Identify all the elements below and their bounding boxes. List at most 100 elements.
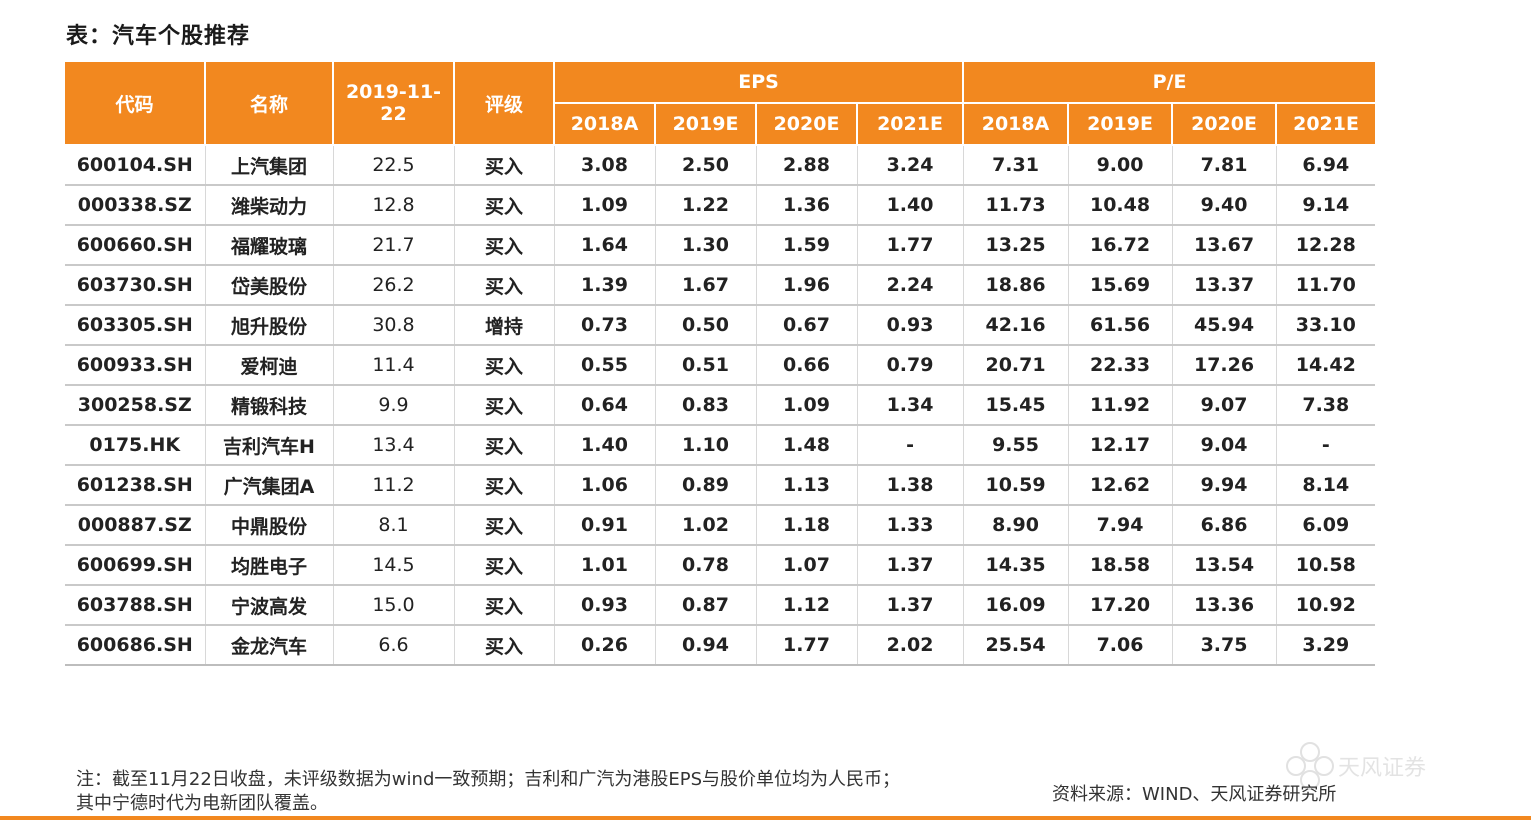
cell-rating: 买入 — [453, 465, 554, 506]
cell-eps: 1.36 — [755, 185, 857, 226]
cell-eps: 2.02 — [856, 625, 964, 666]
cell-price: 26.2 — [332, 265, 454, 306]
cell-pe: 3.75 — [1171, 625, 1277, 666]
cell-eps: - — [856, 425, 964, 466]
logo-text: 天风证券 — [1338, 756, 1427, 781]
cell-eps: 1.07 — [755, 545, 857, 586]
cell-eps: 1.59 — [755, 225, 857, 266]
cell-eps: 2.50 — [654, 145, 756, 186]
cell-code: 603730.SH — [65, 265, 205, 306]
cell-rating: 买入 — [453, 225, 554, 266]
cell-pe: 9.94 — [1171, 465, 1277, 506]
table-row: 0175.HK 吉利汽车H 13.4 买入 1.40 1.10 1.48-9.55 12.17… — [65, 425, 1376, 466]
cell-pe: 7.31 — [962, 145, 1069, 186]
cell-price: 14.5 — [332, 545, 454, 586]
cell-code: 600699.SH — [65, 545, 205, 586]
header-row-1: 代码 名称 2019-11-22 评级 EPS P/E — [65, 62, 1376, 146]
cell-rating: 增持 — [453, 305, 554, 346]
data-source: 资料来源：WIND、天风证券研究所 — [1052, 784, 1337, 805]
cell-eps: 1.40 — [553, 425, 655, 466]
cell-pe: 9.00 — [1067, 145, 1173, 186]
table-row: 000887.SZ 中鼎股份 8.1 买入 0.91 1.02 1.18 1.33 8.90 7.… — [65, 505, 1376, 546]
header-row-2: 2018A 2019E 2020E 2021E 2018A 2019E 2020… — [65, 103, 1376, 146]
cell-code: 600933.SH — [65, 345, 205, 386]
cell-pe: 13.54 — [1171, 545, 1277, 586]
cell-pe: 17.20 — [1067, 585, 1173, 626]
cell-rating: 买入 — [453, 425, 554, 466]
header-eps-year: 2021E — [855, 103, 964, 146]
table-row: 601238.SH 广汽集团A 11.2 买入 1.06 0.89 1.13 1.38 10.5… — [65, 465, 1376, 506]
cell-eps: 1.39 — [553, 265, 655, 306]
cell-pe: 3.29 — [1275, 625, 1376, 666]
cell-eps: 0.89 — [654, 465, 756, 506]
cell-pe: 33.10 — [1275, 305, 1376, 346]
cell-eps: 0.55 — [553, 345, 655, 386]
cell-rating: 买入 — [453, 625, 554, 666]
cell-rating: 买入 — [453, 145, 554, 186]
flower-logo-icon — [1286, 742, 1334, 790]
table-row: 600686.SH 金龙汽车 6.6 买入 0.26 0.94 1.77 2.02 25.54 7… — [65, 625, 1376, 666]
cell-pe: 9.55 — [962, 425, 1069, 466]
cell-eps: 2.24 — [856, 265, 964, 306]
cell-eps: 0.67 — [755, 305, 857, 346]
cell-pe: 22.33 — [1067, 345, 1173, 386]
cell-eps: 0.66 — [755, 345, 857, 386]
header-name: 名称 — [204, 62, 333, 146]
cell-eps: 0.26 — [553, 625, 655, 666]
cell-pe: 11.70 — [1275, 265, 1376, 306]
cell-pe: 6.09 — [1275, 505, 1376, 546]
cell-code: 000887.SZ — [65, 505, 205, 546]
cell-price: 8.1 — [332, 505, 454, 546]
cell-name: 潍柴动力 — [204, 185, 333, 226]
cell-pe: 10.48 — [1067, 185, 1173, 226]
cell-pe: 11.92 — [1067, 385, 1173, 426]
footnote-line-1: 注：截至11月22日收盘，未评级数据为wind一致预期；吉利和广汽为港股EPS与… — [76, 769, 901, 790]
cell-pe: 9.04 — [1171, 425, 1277, 466]
table-row: 603788.SH 宁波高发 15.0 买入 0.93 0.87 1.12 1.37 16.09… — [65, 585, 1376, 626]
cell-eps: 1.30 — [654, 225, 756, 266]
cell-pe: 10.59 — [962, 465, 1069, 506]
table-row: 603730.SH 岱美股份 26.2 买入 1.39 1.67 1.96 2.24 18.86… — [65, 265, 1376, 306]
cell-eps: 1.37 — [856, 545, 964, 586]
cell-price: 6.6 — [332, 625, 454, 666]
cell-name: 岱美股份 — [204, 265, 333, 306]
cell-pe: 13.37 — [1171, 265, 1277, 306]
stock-table-container: 代码 名称 2019-11-22 评级 EPS P/E 2018A 2019E … — [65, 62, 1376, 666]
cell-rating: 买入 — [453, 185, 554, 226]
cell-eps: 1.34 — [856, 385, 964, 426]
cell-eps: 1.01 — [553, 545, 655, 586]
cell-eps: 1.18 — [755, 505, 857, 546]
cell-eps: 0.64 — [553, 385, 655, 426]
table-row: 603305.SH 旭升股份 30.8 增持 0.73 0.50 0.67 0.93 42.16… — [65, 305, 1376, 346]
cell-eps: 1.12 — [755, 585, 857, 626]
cell-price: 21.7 — [332, 225, 454, 266]
header-rating: 评级 — [453, 62, 554, 146]
cell-pe: 12.62 — [1067, 465, 1173, 506]
cell-pe: 16.09 — [962, 585, 1069, 626]
cell-eps: 0.94 — [654, 625, 756, 666]
cell-pe: 7.94 — [1067, 505, 1173, 546]
stock-recommendation-table: 代码 名称 2019-11-22 评级 EPS P/E 2018A 2019E … — [65, 62, 1376, 666]
cell-price: 13.4 — [332, 425, 454, 466]
cell-rating: 买入 — [453, 385, 554, 426]
cell-code: 0175.HK — [65, 425, 205, 466]
cell-name: 宁波高发 — [204, 585, 333, 626]
cell-price: 22.5 — [332, 145, 454, 186]
cell-code: 600660.SH — [65, 225, 205, 266]
cell-pe: 9.40 — [1171, 185, 1277, 226]
header-pe-year: 2018A — [962, 103, 1069, 146]
cell-pe: 8.14 — [1275, 465, 1376, 506]
table-body: 600104.SH 上汽集团 22.5 买入 3.08 2.50 2.88 3.24 7.31 9… — [65, 145, 1376, 666]
cell-pe: 13.25 — [962, 225, 1069, 266]
cell-pe: 20.71 — [962, 345, 1069, 386]
cell-code: 603305.SH — [65, 305, 205, 346]
cell-pe: 6.94 — [1275, 145, 1376, 186]
cell-eps: 1.67 — [654, 265, 756, 306]
cell-pe: 10.92 — [1275, 585, 1376, 626]
cell-pe: 15.69 — [1067, 265, 1173, 306]
table-row: 600933.SH 爱柯迪 11.4 买入 0.55 0.51 0.66 0.79 20.71 2… — [65, 345, 1376, 386]
cell-price: 11.2 — [332, 465, 454, 506]
cell-pe: 10.58 — [1275, 545, 1376, 586]
cell-price: 15.0 — [332, 585, 454, 626]
cell-rating: 买入 — [453, 545, 554, 586]
